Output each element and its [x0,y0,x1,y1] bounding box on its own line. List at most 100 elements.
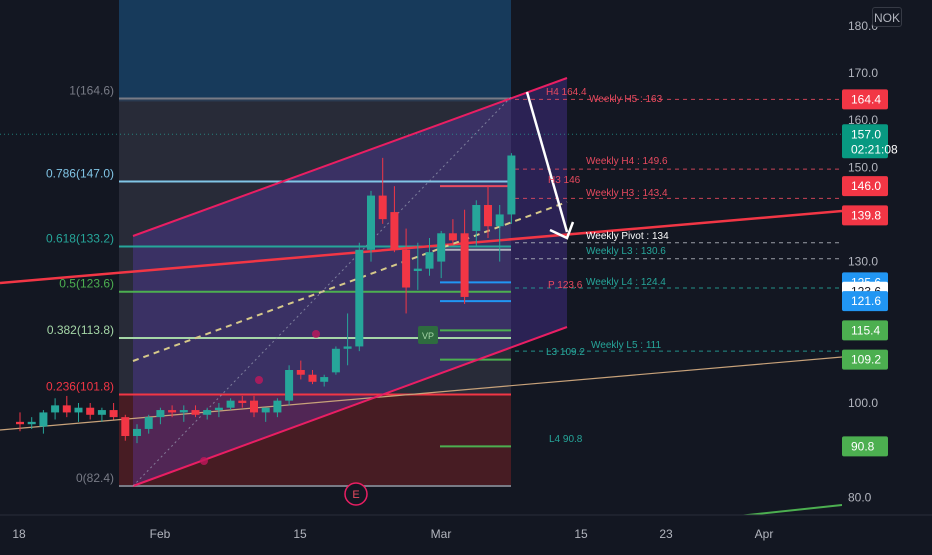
candle-body [39,412,48,427]
channel-fill [133,78,567,486]
price-badge [842,124,888,159]
price-badge [842,89,888,110]
candle-body [308,374,317,382]
y-tick-label: 100.0 [848,396,878,410]
fib-label: 0.786(147.0) [46,166,114,180]
candle-body [27,421,36,425]
price-badge-label: 115.4 [851,323,880,337]
fib-label: 0.618(133.2) [46,231,114,245]
fib-label: 1(164.6) [69,83,114,97]
dividend-marker [200,457,208,465]
x-tick-label: 23 [659,527,673,541]
candle-body [285,370,294,401]
x-tick-label: Feb [150,527,171,541]
price-badge-label: 146.0 [851,179,881,193]
price-badge [842,349,888,370]
x-tick-label: Mar [431,527,452,541]
candle-body [390,212,399,250]
price-badge-label: 164.4 [851,92,881,106]
pivot-label: H4 164.4 [546,87,587,98]
channel-upper [132,77,568,237]
price-badge [842,320,888,341]
candle-body [226,400,235,408]
y-tick-label: 170.0 [848,66,878,80]
x-tick-label: Apr [755,527,774,541]
candle-body [121,417,130,436]
y-tick-label: 150.0 [848,160,878,174]
candle-body [495,214,504,227]
price-badge [842,291,888,312]
x-tick-label: 15 [574,527,588,541]
price-badge [842,176,888,197]
vp-marker-label: VP [422,331,434,341]
candle-body [109,410,118,418]
candle-body [144,417,153,429]
support-trendline [0,356,843,431]
pivot-label: Weekly Pivot : 134 [586,231,669,242]
vp-marker-box [418,326,438,344]
price-badge-label: 157.0 [851,127,881,141]
x-tick-label: 15 [293,527,307,541]
pivot-label: P 123.6 [548,280,583,291]
fib-diagonal [132,96,512,487]
candle-body [343,346,352,349]
candle-body [460,233,469,297]
candle-body [261,407,270,413]
candle-body [191,410,200,415]
candle-body [425,252,434,269]
pivot-label: Weekly L4 : 124.4 [586,277,666,288]
pivot-label: L3 109.2 [546,347,585,358]
time-axis-bg [0,515,932,550]
candle-body [16,421,24,425]
fib-zone-lower [119,394,511,486]
earnings-marker-label: E [352,489,359,501]
candle-body [179,410,188,413]
candle-body [355,249,364,347]
pivot-label: Weekly H5 : 163 [589,94,663,105]
price-badge-label: 90.8 [851,439,875,453]
fib-label: 0.382(113.8) [47,323,114,337]
candle-body [51,405,60,413]
candle-body [273,400,282,413]
earnings-marker [344,482,368,506]
pivot-label: H3 146 [548,175,581,186]
currency-badge[interactable]: NOK [872,7,902,27]
candle-body [74,407,83,413]
pivot-label: Weekly L3 : 130.6 [586,246,666,257]
pivot-label: Weekly L5 : 111 [591,340,661,351]
candle-body [507,155,516,215]
candle-body [448,233,457,241]
price-axis-bg [842,0,932,515]
price-badge [842,205,888,226]
y-tick-label: 80.0 [848,490,872,504]
channel-midline [132,201,568,362]
candle-body [331,348,340,373]
x-tick-label: 18 [12,527,26,541]
fib-label: 0.5(123.6) [59,277,114,291]
candle-body [296,370,305,375]
resistance-trendline [0,209,843,285]
candle-body [156,410,165,418]
projection-arrow-shaft [525,91,569,233]
pivot-label: Weekly H3 : 143.4 [586,188,668,199]
candle-body [238,400,247,403]
candle-body [413,268,422,272]
price-badge-label: 109.2 [851,353,881,367]
candle-body [437,233,446,262]
candle-body [367,195,375,250]
candle-body [86,407,95,415]
candle-body [168,410,177,413]
price-badge-countdown: 02:21:08 [851,142,898,156]
price-badge-label: 139.8 [851,208,881,222]
candle-body [203,410,212,415]
projection-arrow-head [549,221,575,240]
candle-body [214,407,223,411]
candle-body [472,205,481,231]
dividend-marker [255,376,263,384]
y-tick-label: 130.0 [848,255,878,269]
fib-label: 0.236(101.8) [46,380,114,394]
pivot-label: Weekly H4 : 149.6 [586,156,668,167]
candle-body [484,205,492,227]
